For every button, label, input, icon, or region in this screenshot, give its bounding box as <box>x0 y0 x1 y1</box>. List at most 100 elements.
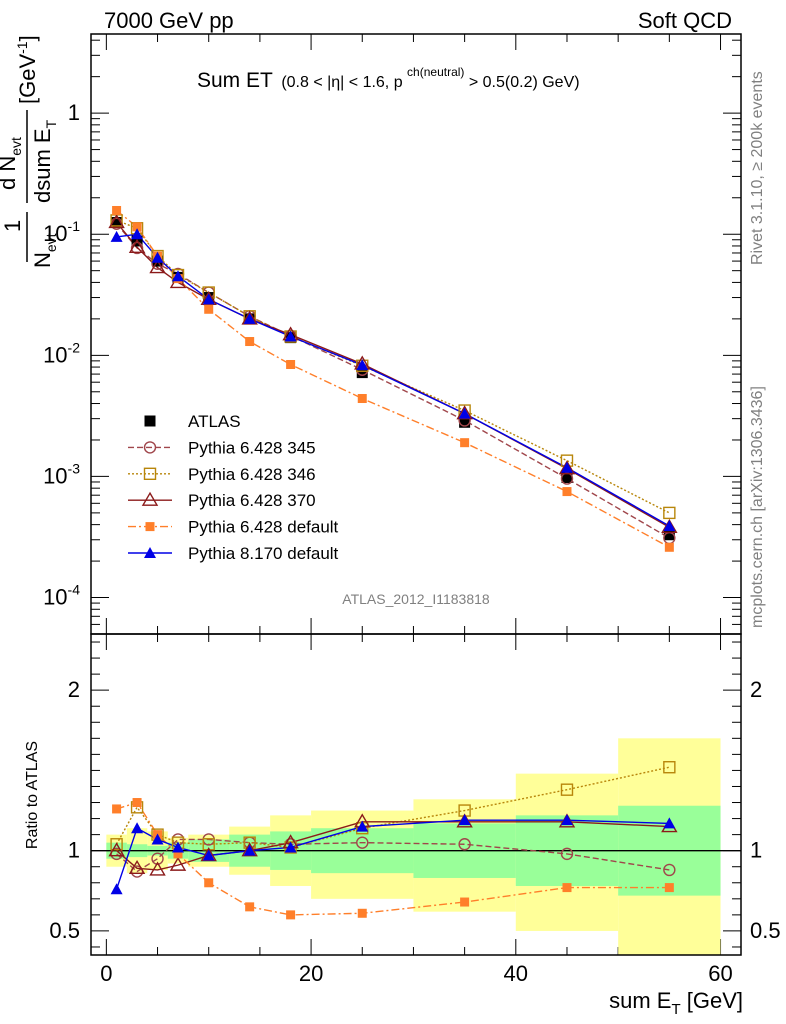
data-point-p6def <box>112 205 122 215</box>
ratio-line-p346 <box>115 766 670 849</box>
ratio-point-p8def <box>243 844 256 856</box>
data-point-atlas <box>561 471 573 483</box>
data-point-p346 <box>663 506 676 520</box>
data-point-p6def <box>357 394 367 404</box>
x-axis-label: sum ET [GeV] <box>609 988 743 1018</box>
main-y-axis-label: 1 Nevt d Nevt dsum ET [GeV-1] <box>0 35 59 268</box>
ylabel-unit: [GeV-1] <box>14 35 40 104</box>
data-point-p8def <box>458 407 471 419</box>
ratio-point-p370 <box>128 859 146 875</box>
data-point-p6def <box>204 304 214 314</box>
data-point-atlas <box>663 529 675 541</box>
ratio-point-p346 <box>110 838 123 851</box>
x-tick-label: 0 <box>100 961 112 986</box>
plot-title-cond-a: (0.8 < |η| < 1.6, p <box>281 74 402 91</box>
x-tick-label: 20 <box>299 961 323 986</box>
x-tick-label: 60 <box>708 961 732 986</box>
legend-marker-p6def <box>145 522 155 532</box>
data-point-atlas <box>111 216 123 228</box>
legend: ATLAS Pythia 6.428 345 Pythia 6.428 346 Pyt… <box>128 412 339 563</box>
ratio-point-p345 <box>458 838 471 851</box>
data-point-p370 <box>149 259 166 274</box>
ratio-point-p8def <box>458 814 471 826</box>
legend-marker-p370 <box>141 491 159 506</box>
data-point-atlas <box>356 367 368 379</box>
ratio-point-p6def <box>664 883 674 893</box>
ratio-line-p345 <box>116 838 670 873</box>
y-tick-label: 10-1 <box>43 218 80 246</box>
data-point-p6def <box>245 337 255 347</box>
ratio-point-p370 <box>149 861 166 876</box>
data-point-p370 <box>108 214 125 229</box>
ratio-point-p8def <box>151 833 164 845</box>
data-point-p370 <box>661 518 678 534</box>
ratio-point-p345 <box>560 847 574 861</box>
main-panel: 10-4 10-3 10-2 10-1 1 <box>43 33 742 955</box>
ratio-point-p8def <box>284 841 297 853</box>
ratio-point-p6def <box>562 883 572 893</box>
data-point-p6def <box>664 542 674 552</box>
legend-label-p6def: Pythia 6.428 default <box>188 518 339 537</box>
ratio-point-p370 <box>108 842 125 857</box>
ratio-y-tick-label: 1 <box>68 838 80 863</box>
ratio-y-axis-label: Ratio to ATLAS <box>24 741 41 849</box>
ratio-point-p346 <box>560 783 574 796</box>
legend-marker-atlas <box>144 415 156 427</box>
data-point-p6def <box>562 487 572 497</box>
ratio-point-p8def <box>172 841 185 853</box>
ratio-point-p370 <box>169 856 187 871</box>
data-point-p6def <box>286 359 296 369</box>
data-point-p8def <box>151 251 164 263</box>
ratio-point-p8def <box>356 820 369 832</box>
ratio-point-p6def <box>286 910 296 920</box>
y-tick-label: 10-2 <box>43 339 80 367</box>
data-point-p8def <box>110 230 123 242</box>
ratio-point-p8def <box>131 822 144 834</box>
data-point-p8def <box>663 519 676 531</box>
ratio-point-p346 <box>663 761 676 774</box>
ratio-point-p8def <box>110 883 123 895</box>
ylabel-frac-num: 1 <box>0 220 25 232</box>
data-point-atlas <box>459 416 471 428</box>
ratio-point-p345 <box>356 836 369 849</box>
ratio-point-p6def <box>204 878 214 888</box>
legend-label-p8def: Pythia 8.170 default <box>188 544 339 563</box>
ratio-y-tick-label: 2 <box>68 677 80 702</box>
y-tick-label: 10-4 <box>43 582 80 610</box>
legend-marker-p345 <box>143 441 157 454</box>
legend-marker-p8def <box>144 547 156 558</box>
ratio-y-tick-label-right: 0.5 <box>750 918 781 943</box>
ratio-y-tick-label-right: 2 <box>750 677 762 702</box>
ratio-y-tick-label: 0.5 <box>49 918 80 943</box>
legend-marker-p346 <box>143 467 157 480</box>
ylabel-deriv-num: d Nevt <box>0 137 24 190</box>
ratio-point-p6def <box>460 897 470 907</box>
ratio-point-p345 <box>663 863 676 877</box>
ratio-point-p6def <box>132 798 142 808</box>
data-point-p8def <box>172 270 185 282</box>
plot-title-main: Sum ET <box>197 69 273 92</box>
data-point-p8def <box>202 293 215 305</box>
ylabel-frac-den: Nevt <box>30 233 59 268</box>
ratio-point-p6def <box>357 908 367 918</box>
ratio-y-tick-label-right: 1 <box>750 838 762 863</box>
rivet-version-note: Rivet 3.1.10, ≥ 200k events <box>749 71 766 265</box>
legend-label-p345: Pythia 6.428 345 <box>188 438 316 457</box>
ratio-point-p8def <box>560 814 573 826</box>
data-point-p370 <box>128 238 146 253</box>
y-tick-label: 1 <box>68 100 80 125</box>
legend-label-p370: Pythia 6.428 370 <box>188 491 316 510</box>
data-point-p6def <box>132 222 142 232</box>
y-tick-label: 10-3 <box>43 460 80 488</box>
data-point-p370 <box>558 460 576 475</box>
data-point-p8def <box>131 228 144 240</box>
data-point-p8def <box>284 330 297 342</box>
legend-label-atlas: ATLAS <box>188 412 241 431</box>
x-tick-label: 40 <box>504 961 528 986</box>
ylabel-deriv-den: dsum ET <box>30 119 59 203</box>
analysis-id: ATLAS_2012_I1183818 <box>342 591 490 607</box>
ratio-point-p6def <box>173 849 183 859</box>
ratio-point-p8def <box>663 817 676 829</box>
plot-title: Sum ET (0.8 < |η| < 1.6, p ch(neutral) >… <box>197 63 580 92</box>
